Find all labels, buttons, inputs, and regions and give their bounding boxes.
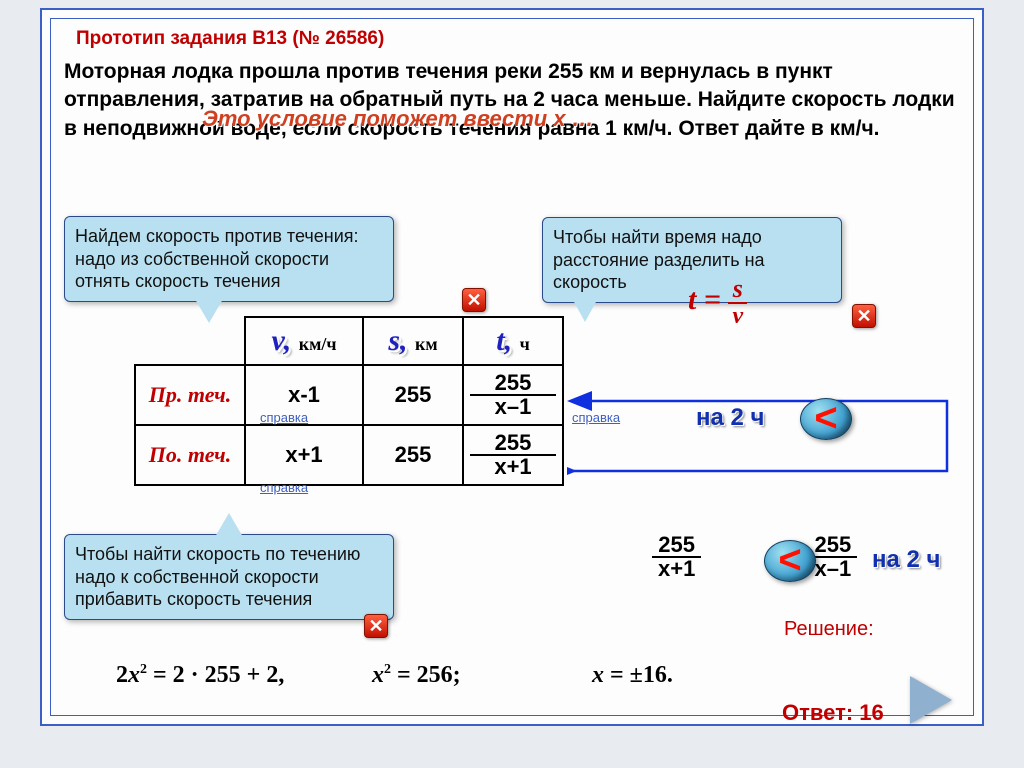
tooltip-against-current: Найдем скорость против течения: надо из …	[64, 216, 394, 302]
col-header-t: t, ч	[463, 317, 563, 365]
cell-t1: 255х–1	[463, 365, 563, 425]
equation-row: 255х+1 = 255х–1	[652, 534, 857, 580]
tooltip-with-current: Чтобы найти скорость по течению надо к с…	[64, 534, 394, 620]
tooltip-tail	[215, 513, 243, 537]
close-icon[interactable]: ✕	[462, 288, 486, 312]
col-header-v: v, км/ч	[245, 317, 363, 365]
less-than-icon: <	[800, 398, 852, 440]
cell-v2: х+1	[245, 425, 363, 485]
tooltip-against-current-text: Найдем скорость против течения: надо из …	[75, 226, 359, 291]
table-row: Пр. теч. х-1 255 255х–1	[135, 365, 563, 425]
cell-t2: 255х+1	[463, 425, 563, 485]
table-row: По. теч. х+1 255 255х+1	[135, 425, 563, 485]
slide-frame: Прототип задания B13 (№ 26586) Моторная …	[40, 8, 984, 726]
delta-2h-label: на 2 ч	[872, 546, 940, 574]
formula-denominator: v	[728, 304, 747, 328]
formula-t-equals-s-over-v: t = s v	[688, 276, 747, 328]
delta-2h-label: на 2 ч	[696, 404, 764, 432]
row-label-against: Пр. теч.	[135, 365, 245, 425]
tooltip-tail	[573, 300, 597, 322]
hint-overlay-label: Это условие поможет ввести х …	[202, 106, 594, 131]
reference-link[interactable]: справка	[260, 480, 308, 495]
table-corner	[135, 317, 245, 365]
reference-link[interactable]: справка	[572, 410, 620, 425]
next-slide-icon[interactable]	[910, 676, 952, 724]
equation-step-2: х2 = 256;	[372, 662, 461, 689]
answer-label: Ответ: 16	[782, 700, 884, 726]
cell-s1: 255	[363, 365, 463, 425]
hint-overlay-text: Это условие поможет ввести х …	[202, 106, 594, 132]
row-label-with: По. теч.	[135, 425, 245, 485]
solution-label: Решение:	[784, 618, 874, 641]
formula-lhs: t =	[688, 283, 721, 316]
slide-header: Прототип задания B13 (№ 26586)	[76, 28, 384, 50]
tooltip-with-current-text: Чтобы найти скорость по течению надо к с…	[75, 544, 360, 609]
formula-numerator: s	[728, 276, 747, 304]
formula-fraction: s v	[728, 276, 747, 328]
equation-step-1: 2х2 = 2 · 255 + 2,	[116, 662, 284, 689]
close-icon[interactable]: ✕	[364, 614, 388, 638]
cell-s2: 255	[363, 425, 463, 485]
reference-link[interactable]: справка	[260, 410, 308, 425]
eq-frac-1: 255х+1	[652, 534, 701, 580]
close-icon[interactable]: ✕	[852, 304, 876, 328]
equation-step-3: х = ±16.	[592, 662, 673, 689]
eq-frac-2: 255х–1	[809, 534, 858, 580]
data-table: v, км/ч s, км t, ч Пр. теч. х-1 255 255х…	[134, 316, 564, 486]
col-header-s: s, км	[363, 317, 463, 365]
less-than-icon: <	[764, 540, 816, 582]
